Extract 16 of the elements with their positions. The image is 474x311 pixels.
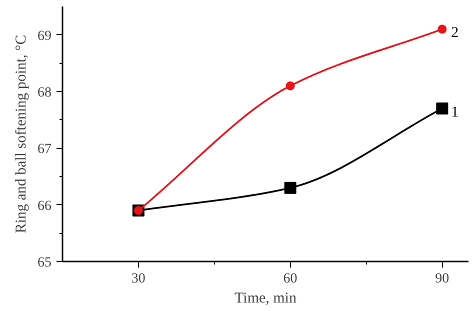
x-axis-title: Time, min [234,290,297,306]
y-tick-label: 66 [38,198,52,214]
y-tick-label: 67 [38,142,52,158]
x-tick-label: 30 [131,272,146,286]
series-label: 2 [451,25,459,42]
y-tick-label: 69 [38,28,52,44]
y-tick-label: 68 [38,86,52,100]
point [286,81,295,90]
series-label: 1 [451,104,459,120]
point [436,102,448,114]
point [284,182,296,194]
x-tick-label: 60 [283,272,298,286]
x-tick-label: 90 [435,272,450,286]
y-tick-label: 65 [38,256,52,270]
point [438,24,447,34]
y-axis-title: Ring and ball softening point, °C [14,34,30,234]
